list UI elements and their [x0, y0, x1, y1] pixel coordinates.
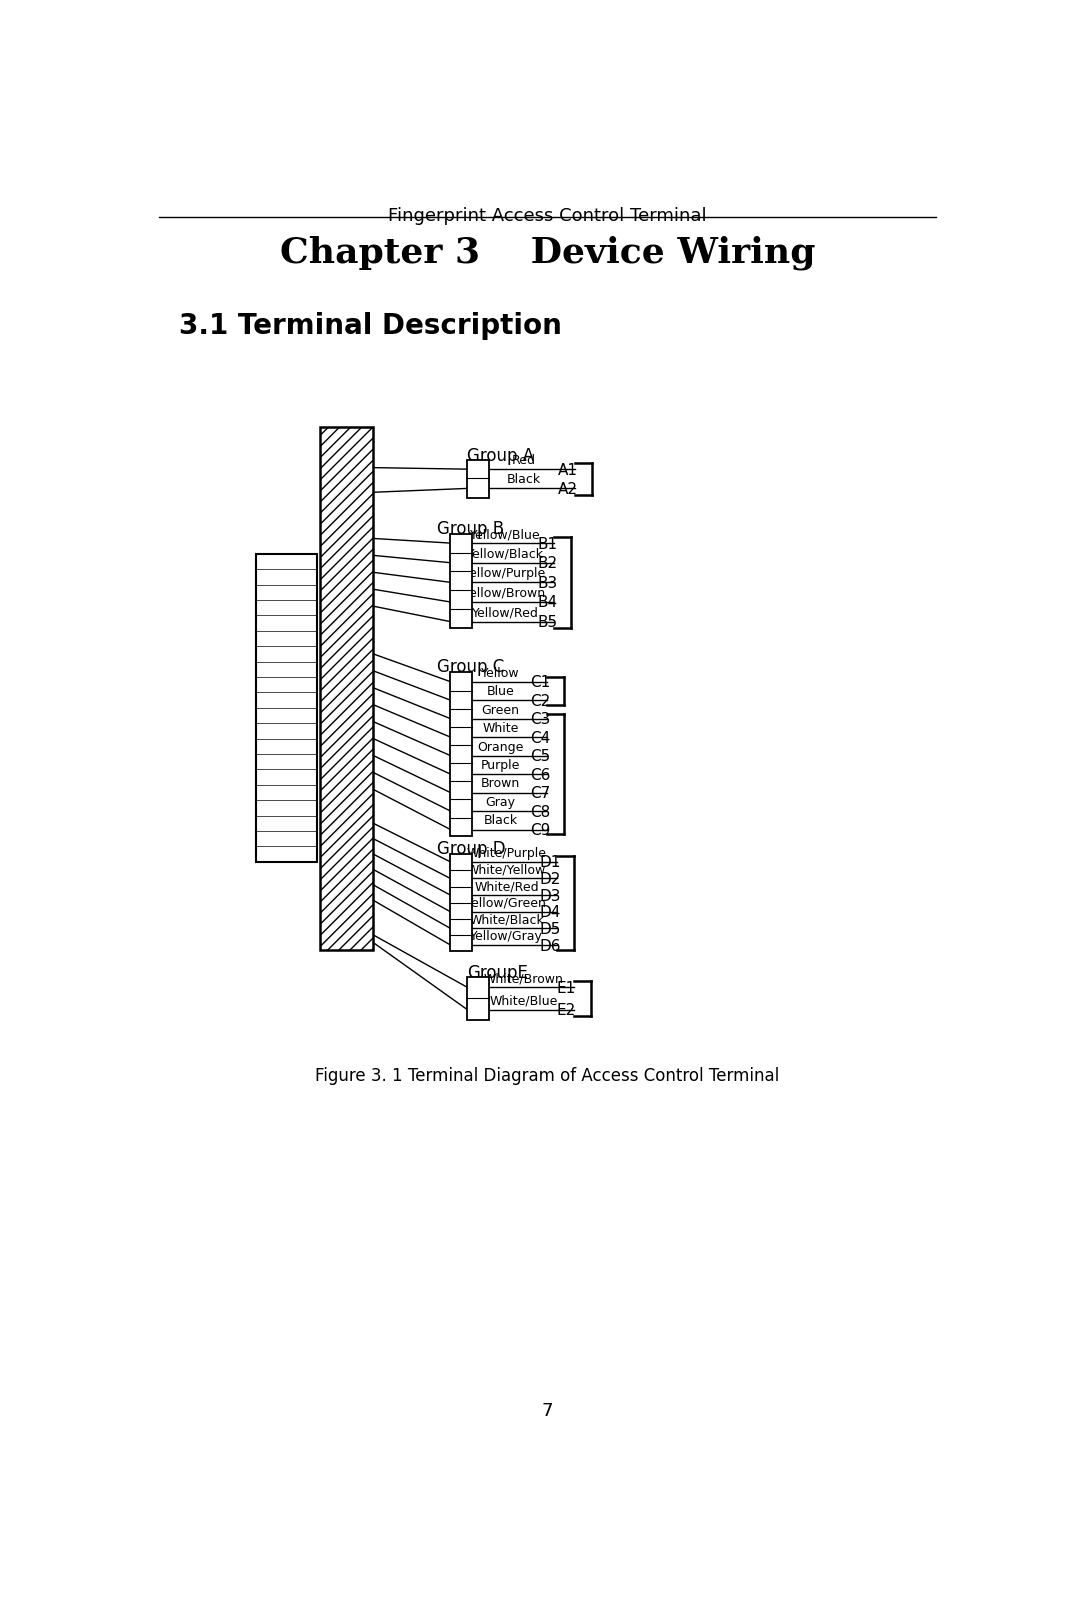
Text: Figure 3. 1 Terminal Diagram of Access Control Terminal: Figure 3. 1 Terminal Diagram of Access C…: [315, 1067, 779, 1085]
Text: D5: D5: [540, 921, 561, 937]
Text: Purple: Purple: [481, 759, 521, 771]
Text: White/Blue: White/Blue: [490, 995, 558, 1008]
Text: D1: D1: [540, 855, 561, 869]
Text: C9: C9: [530, 823, 551, 837]
Text: C2: C2: [530, 693, 551, 709]
Text: Group A: Group A: [467, 447, 534, 464]
Text: D6: D6: [540, 938, 561, 953]
Text: Blue: Blue: [486, 685, 514, 697]
Text: White/Red: White/Red: [475, 879, 539, 892]
Text: B5: B5: [538, 615, 558, 630]
Text: C1: C1: [530, 675, 551, 689]
Text: Yellow/Blue: Yellow/Blue: [469, 527, 541, 540]
Text: Black: Black: [483, 813, 517, 828]
Text: Yellow/Black: Yellow/Black: [467, 548, 544, 561]
Text: C8: C8: [530, 804, 551, 820]
Text: C6: C6: [530, 767, 551, 783]
Text: White/Black: White/Black: [469, 913, 544, 926]
Text: Yellow/Green: Yellow/Green: [466, 897, 547, 910]
Bar: [320, 427, 373, 951]
Bar: [450, 855, 472, 951]
Text: D4: D4: [540, 905, 561, 919]
Text: Chapter 3    Device Wiring: Chapter 3 Device Wiring: [280, 235, 816, 270]
Text: E1: E1: [557, 980, 576, 995]
Text: Green: Green: [481, 704, 520, 717]
Text: Yellow: Yellow: [481, 667, 520, 680]
Text: C7: C7: [530, 786, 551, 800]
Text: Brown: Brown: [481, 778, 521, 791]
Bar: [255, 554, 317, 863]
Text: A1: A1: [558, 463, 578, 477]
Text: GroupE: GroupE: [467, 964, 528, 982]
Text: White/Brown: White/Brown: [483, 972, 563, 985]
Text: Group D: Group D: [436, 839, 506, 857]
Text: Gray: Gray: [485, 795, 515, 808]
Bar: [467, 461, 489, 500]
Text: Group B: Group B: [436, 521, 503, 538]
Text: Fingerprint Access Control Terminal: Fingerprint Access Control Terminal: [388, 207, 707, 225]
Bar: [450, 673, 472, 836]
Text: B1: B1: [538, 537, 558, 551]
Text: C4: C4: [530, 730, 551, 746]
Bar: [450, 535, 472, 628]
Text: Yellow/Brown: Yellow/Brown: [464, 587, 546, 599]
Text: White/Yellow: White/Yellow: [467, 863, 546, 876]
Text: A2: A2: [558, 482, 578, 497]
Text: Black: Black: [507, 472, 541, 485]
Text: B2: B2: [538, 556, 558, 570]
Text: D2: D2: [540, 871, 561, 887]
Text: 3.1 Terminal Description: 3.1 Terminal Description: [179, 312, 561, 341]
Text: White/Purple: White/Purple: [467, 847, 546, 860]
Text: Yellow/Purple: Yellow/Purple: [464, 567, 546, 580]
Text: B4: B4: [538, 595, 558, 611]
Text: Red: Red: [512, 453, 536, 466]
Bar: [320, 427, 373, 951]
Text: C5: C5: [530, 749, 551, 763]
Text: Yellow/Gray: Yellow/Gray: [470, 929, 543, 942]
Text: Orange: Orange: [478, 741, 524, 754]
Text: D3: D3: [540, 889, 561, 903]
Bar: [467, 977, 489, 1020]
Text: C3: C3: [530, 712, 551, 726]
Text: E2: E2: [557, 1003, 576, 1017]
Text: Yellow/Red: Yellow/Red: [471, 606, 539, 619]
Text: White: White: [482, 722, 518, 734]
Text: 7: 7: [542, 1401, 554, 1419]
Text: B3: B3: [538, 575, 558, 590]
Text: Group C: Group C: [436, 657, 503, 675]
